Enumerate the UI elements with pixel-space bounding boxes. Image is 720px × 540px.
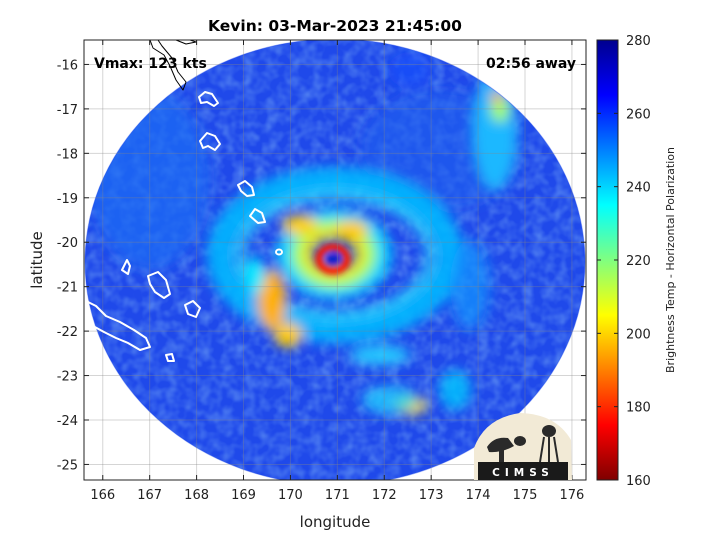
colorbar-tick-label: 240 [626, 181, 651, 196]
x-tick-label: 175 [513, 488, 538, 503]
swath-edge [84, 40, 586, 480]
y-tick-label: -22 [57, 325, 78, 340]
coastline-island [149, 39, 187, 91]
coastline-island [237, 180, 255, 197]
eyewall [315, 243, 351, 275]
grid [84, 40, 586, 480]
x-tick-label: 176 [560, 488, 585, 503]
colorbar-tick-label: 180 [626, 401, 651, 416]
logo-tower-legs [539, 436, 559, 463]
cimss-logo: CIMSS [474, 413, 572, 480]
y-axis-label: latitude [28, 231, 46, 289]
logo-dish-mount [499, 450, 504, 462]
colorbar-label: Brightness Temp - Horizontal Polarizatio… [664, 147, 677, 373]
x-tick-label: 171 [325, 488, 350, 503]
x-axis-ticks: 166 167 168 169 170 171 172 173 174 175 176 [90, 40, 584, 503]
y-tick-label: -18 [57, 147, 78, 162]
coastline-island [249, 208, 266, 224]
x-tick-label: 173 [419, 488, 444, 503]
plot-frame [83, 39, 587, 481]
coastline-island [199, 132, 221, 151]
x-tick-label: 167 [137, 488, 162, 503]
colorbar-tick-label: 200 [626, 327, 651, 342]
colorbar-ticks: 160 180 200 220 240 260 280 [597, 34, 651, 489]
logo-dish-icon [487, 437, 514, 453]
coastline-island [198, 91, 219, 107]
time-away-annotation: 02:56 away [486, 56, 576, 72]
y-tick-label: -25 [57, 458, 78, 473]
x-tick-label: 174 [466, 488, 491, 503]
logo-water-tower-icon [542, 425, 556, 437]
coastline-island [121, 259, 131, 275]
colorbar-tick-label: 220 [626, 254, 651, 269]
chart-title: Kevin: 03-Mar-2023 21:45:00 [208, 17, 462, 35]
coastline-island [147, 271, 171, 299]
y-tick-label: -20 [57, 236, 78, 251]
colorbar-tick-label: 160 [626, 474, 651, 489]
colorbar-tick-label: 280 [626, 34, 651, 49]
y-tick-label: -16 [57, 58, 78, 73]
y-tick-label: -17 [57, 103, 78, 118]
y-tick-label: -19 [57, 192, 78, 207]
x-tick-label: 170 [278, 488, 303, 503]
colorbar-tick-label: 260 [626, 107, 651, 122]
plot-area [83, 39, 587, 481]
rain-bands [90, 52, 520, 415]
colorbar: 160 180 200 220 240 260 280 Brightness Temp - … [596, 34, 677, 489]
coastline-island [83, 299, 151, 351]
x-tick-label: 172 [372, 488, 397, 503]
y-tick-label: -23 [57, 370, 78, 385]
brightness-temp-swath [84, 40, 586, 480]
x-tick-label: 166 [90, 488, 115, 503]
y-axis-ticks: -16 -17 -18 -19 -20 -21 -22 -23 -24 -25 [57, 58, 586, 473]
vmax-annotation: Vmax: 123 kts [94, 56, 207, 72]
x-axis-label: longitude [300, 513, 371, 531]
coastline-island [184, 300, 201, 318]
logo-text: CIMSS [492, 467, 554, 479]
coastlines [83, 39, 283, 362]
logo-dish-icon-2 [514, 436, 526, 446]
coastline-island [275, 248, 283, 256]
y-tick-label: -24 [57, 414, 78, 429]
y-tick-label: -21 [57, 281, 78, 296]
x-tick-label: 168 [184, 488, 209, 503]
coastline-island [165, 353, 175, 362]
x-tick-label: 169 [231, 488, 256, 503]
logo-building [478, 462, 568, 480]
